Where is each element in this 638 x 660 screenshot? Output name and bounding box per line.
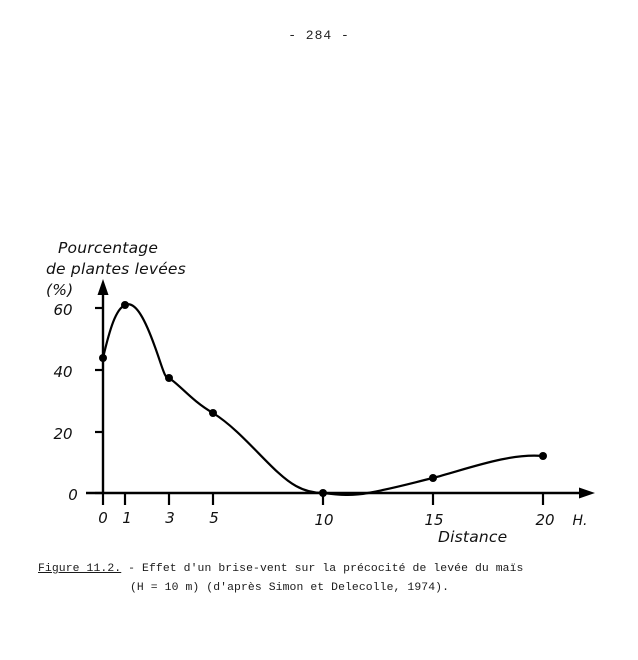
y-axis-label-line-1: Pourcentage	[58, 239, 158, 257]
data-point-2	[165, 374, 173, 382]
data-point-0	[99, 354, 107, 362]
x-axis-arrow	[579, 487, 595, 499]
x-tick-label-10: 10	[314, 511, 333, 529]
caption-line-2: (H = 10 m) (d'après Simon et Delecolle, …	[130, 582, 450, 594]
data-point-6	[539, 452, 547, 460]
x-tick-label-0: 0	[98, 509, 108, 527]
caption-figure-label: Figure 11.2.	[38, 563, 122, 575]
page-number: - 284 -	[288, 28, 350, 43]
data-point-3	[209, 409, 217, 417]
chart-canvas: Pourcentage de plantes levées (%) 60 40 …	[46, 239, 595, 545]
x-tick-label-20: 20	[535, 511, 554, 529]
y-axis-label-line-2: de plantes levées	[46, 260, 186, 278]
y-tick-label-60: 60	[53, 301, 72, 319]
y-axis-ticks	[95, 306, 103, 495]
data-points	[99, 301, 547, 497]
y-tick-label-0: 0	[68, 486, 78, 504]
x-axis-label: Distance	[438, 528, 507, 545]
y-tick-label-40: 40	[53, 363, 72, 381]
y-tick-label-20: 20	[53, 425, 72, 443]
data-point-5	[429, 474, 437, 482]
figure-11-2: Pourcentage de plantes levées (%) 60 40 …	[0, 225, 638, 545]
x-tick-label-15: 15	[424, 511, 443, 529]
data-point-4	[319, 489, 327, 497]
caption-line-1: Figure 11.2. - Effet d'un brise-vent sur…	[0, 560, 638, 579]
x-axis-unit: H.	[573, 513, 588, 529]
caption-figure-text: - Effet d'un brise-vent sur la précocité…	[121, 563, 524, 575]
x-tick-label-1: 1	[122, 509, 132, 527]
figure-caption: Figure 11.2. - Effet d'un brise-vent sur…	[0, 560, 638, 598]
x-tick-label-3: 3	[165, 509, 175, 527]
data-point-1	[121, 301, 129, 309]
y-axis-label-line-3: (%)	[46, 281, 73, 299]
x-tick-label-5: 5	[209, 509, 219, 527]
data-curve	[101, 303, 545, 496]
y-axis-arrow	[97, 279, 109, 295]
